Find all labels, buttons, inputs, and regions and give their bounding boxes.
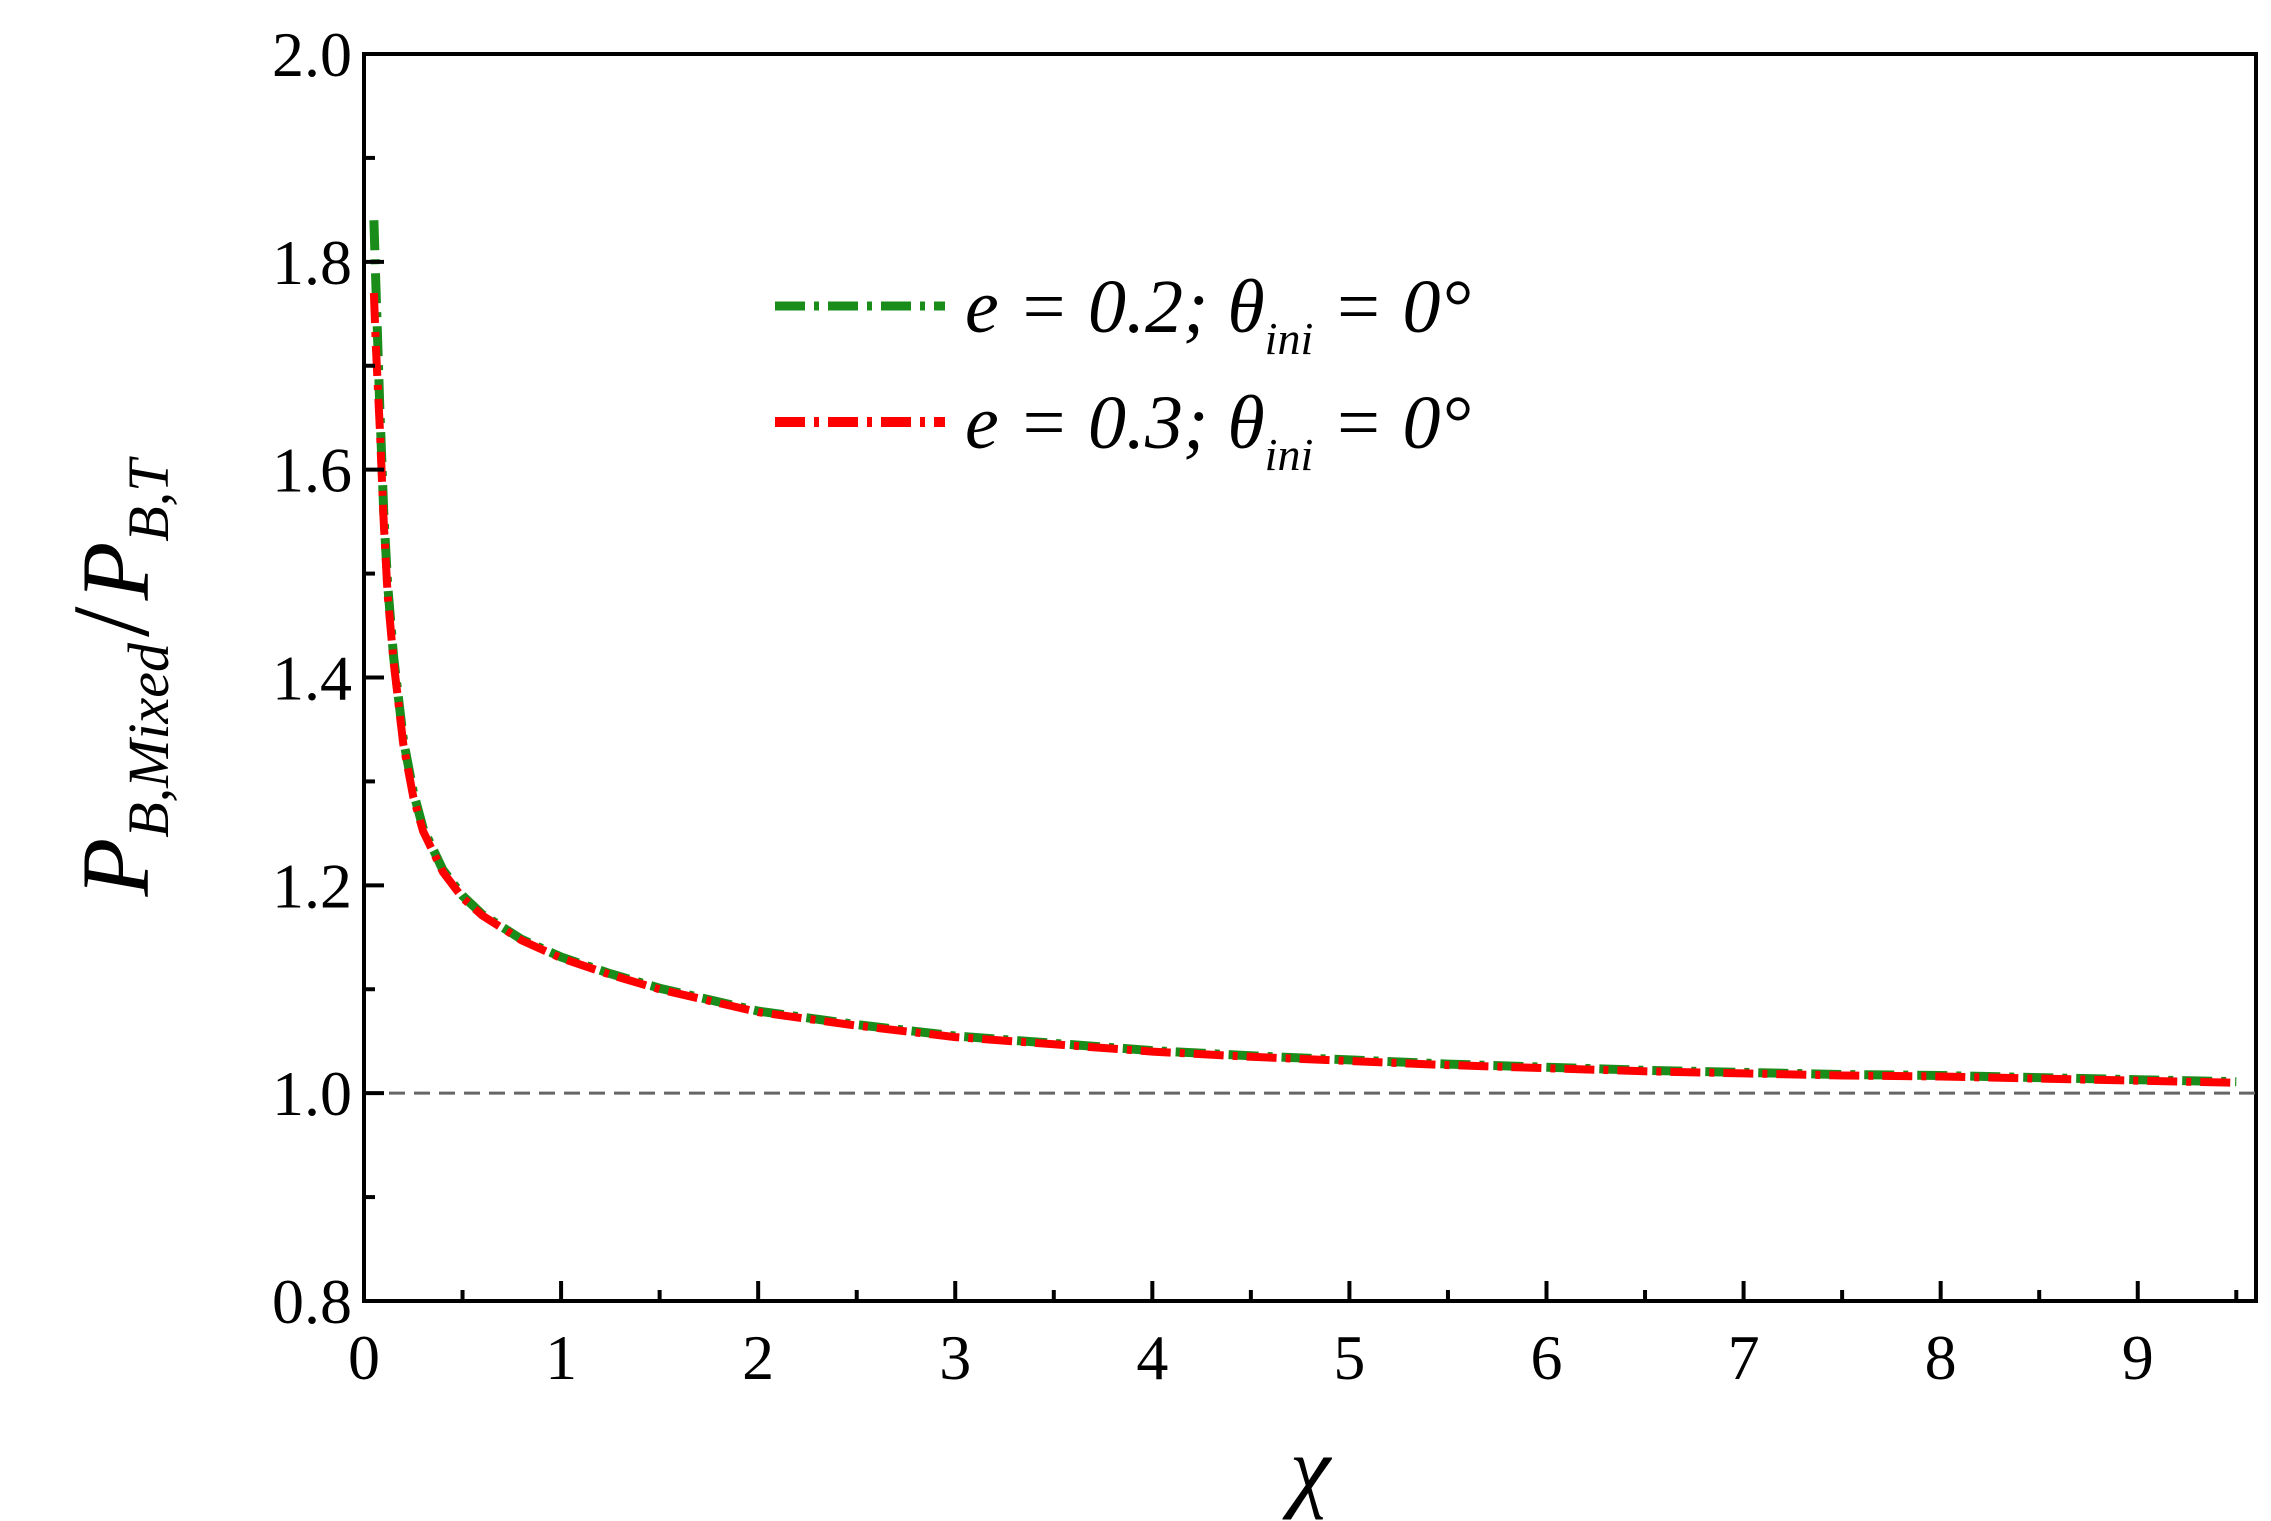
legend: e = 0.2; θini = 0° e = 0.3; θini = 0° — [775, 265, 1471, 480]
x-tick-label: 7 — [1728, 1322, 1760, 1393]
y-axis-ticks: 0.8 1.0 1.2 1.4 1.6 1.8 2.0 — [272, 19, 384, 1337]
x-tick-label: 5 — [1333, 1322, 1365, 1393]
y-tick-label: 1.4 — [272, 643, 352, 714]
y-label-main: P — [62, 838, 169, 898]
svg-text:PB,Mixed/PB,T: PB,Mixed/PB,T — [50, 456, 181, 898]
x-tick-label: 6 — [1531, 1322, 1563, 1393]
x-tick-label: 3 — [939, 1322, 971, 1393]
y-label-denominator-subscript: B,T — [116, 456, 181, 542]
x-tick-label: 9 — [2122, 1322, 2154, 1393]
y-tick-label: 2.0 — [272, 19, 352, 90]
y-label-separator: / — [50, 606, 172, 637]
y-tick-label: 0.8 — [272, 1266, 352, 1337]
y-tick-label: 1.2 — [272, 850, 352, 921]
y-tick-label: 1.6 — [272, 435, 352, 506]
y-label-numerator-subscript: B,Mixed — [116, 642, 181, 838]
x-tick-label: 4 — [1136, 1322, 1168, 1393]
y-tick-label: 1.8 — [272, 227, 352, 298]
legend-label-1: e = 0.2; θini = 0° — [965, 265, 1471, 364]
x-tick-label: 2 — [742, 1322, 774, 1393]
legend-label-2: e = 0.3; θini = 0° — [965, 381, 1471, 480]
x-axis-label: χ — [1282, 1418, 1333, 1520]
x-axis-ticks: 0 1 2 3 4 5 6 7 8 9 — [348, 1281, 2239, 1393]
plot-area-frame — [362, 52, 2258, 1303]
series-group — [369, 220, 2237, 1087]
x-tick-label: 0 — [348, 1322, 380, 1393]
y-axis-label: PB,Mixed/PB,T — [50, 456, 181, 898]
series-line-2 — [369, 292, 2237, 1087]
x-tick-label: 1 — [545, 1322, 577, 1393]
y-label-main-denominator: P — [62, 542, 169, 602]
y-tick-label: 1.0 — [272, 1058, 352, 1129]
x-tick-label: 8 — [1925, 1322, 1957, 1393]
